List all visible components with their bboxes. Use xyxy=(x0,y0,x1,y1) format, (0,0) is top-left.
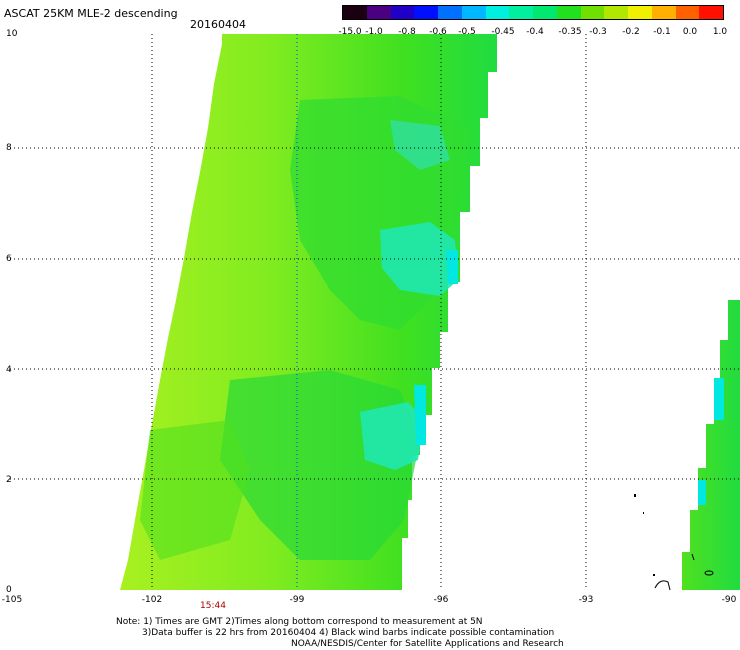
color-bin xyxy=(651,6,676,19)
color-bin xyxy=(533,6,557,19)
x-axis-label: -105 xyxy=(1,595,23,605)
swath-patch-cyan xyxy=(714,378,724,420)
color-scale-label: -0.8 xyxy=(398,27,416,37)
coastline xyxy=(654,553,714,591)
color-bin xyxy=(580,6,605,19)
color-scale-label: -0.35 xyxy=(558,27,582,37)
color-bin xyxy=(604,6,628,19)
map-date: 20160404 xyxy=(190,18,246,31)
color-scale-label: -0.6 xyxy=(429,27,447,37)
land-dot xyxy=(643,512,644,514)
footnote-line: 3)Data buffer is 22 hrs from 20160404 4)… xyxy=(142,628,555,638)
color-scale-label: -0.4 xyxy=(526,27,544,37)
color-bin xyxy=(556,6,581,19)
swath-patch-cyan xyxy=(698,480,706,505)
color-bin xyxy=(699,6,723,19)
color-bin xyxy=(675,6,700,19)
swath-east xyxy=(682,300,740,590)
color-scale-label: -0.3 xyxy=(589,27,607,37)
color-scale-label: -0.5 xyxy=(458,27,476,37)
color-scale-label: -0.2 xyxy=(622,27,640,37)
x-axis-label: -90 xyxy=(721,595,737,605)
color-scale-label: -0.1 xyxy=(653,27,671,37)
y-axis-label: 0 xyxy=(6,585,12,595)
land-dot xyxy=(634,494,636,497)
color-scale-label: 0.0 xyxy=(682,27,698,37)
y-axis-label: 2 xyxy=(6,475,12,485)
grid-lines xyxy=(10,34,740,590)
color-scale-bar xyxy=(342,5,724,20)
swath-patch-cyan xyxy=(414,385,426,445)
footnote-line: Note: 1) Times are GMT 2)Times along bot… xyxy=(116,617,483,627)
map-title: ASCAT 25KM MLE-2 descending xyxy=(4,7,178,20)
x-axis-label: -102 xyxy=(141,595,163,605)
swath-patch-cyan xyxy=(446,250,458,284)
color-bin xyxy=(390,6,415,19)
swath-patch xyxy=(140,420,250,560)
footnote-credit: NOAA/NESDIS/Center for Satellite Applica… xyxy=(291,639,564,649)
y-axis-label: 6 xyxy=(6,254,12,264)
y-axis-label: 10 xyxy=(6,29,18,39)
color-bin xyxy=(438,6,462,19)
color-scale-label: -15.0 xyxy=(338,27,362,37)
color-bin xyxy=(343,6,367,19)
land-dot xyxy=(653,574,655,576)
swath-patch-cyan xyxy=(390,120,450,170)
color-scale-label: 1.0 xyxy=(712,27,728,37)
color-bin xyxy=(461,6,486,19)
color-scale-label: -1.0 xyxy=(365,27,383,37)
x-axis-label: -99 xyxy=(289,595,305,605)
swath-patch-cyan xyxy=(360,402,424,470)
y-axis-label: 4 xyxy=(6,365,12,375)
color-bin xyxy=(366,6,391,19)
color-bin xyxy=(509,6,533,19)
color-scale-label: -0.45 xyxy=(491,27,515,37)
y-axis-label: 8 xyxy=(6,143,12,153)
color-bin xyxy=(414,6,438,19)
x-axis-label: -96 xyxy=(433,595,449,605)
color-bin xyxy=(628,6,652,19)
color-bin xyxy=(485,6,510,19)
x-axis-label: -93 xyxy=(578,595,594,605)
swath-time-label: 15:44 xyxy=(200,601,226,611)
